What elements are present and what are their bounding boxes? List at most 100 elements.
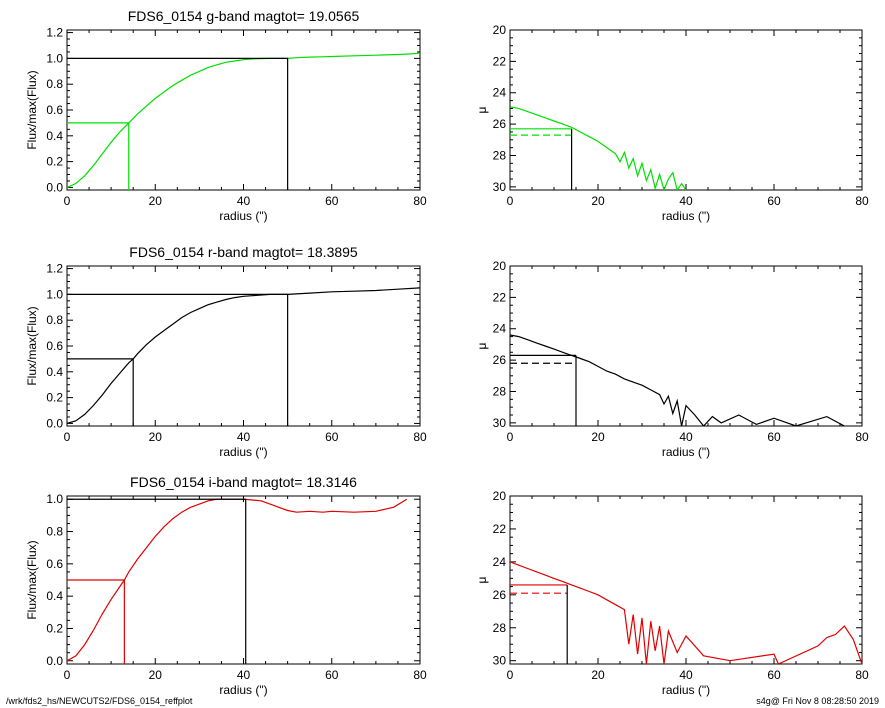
y-tick-label: 26 (493, 353, 507, 367)
total-flux-marker (67, 498, 247, 664)
y-tick-label: 28 (493, 621, 507, 635)
x-tick-label: 0 (64, 430, 71, 444)
x-tick-label: 40 (679, 668, 693, 682)
y-tick-label: 22 (493, 522, 507, 536)
total-flux-marker (67, 57, 289, 190)
y-tick-label: 30 (493, 654, 507, 668)
y-tick-label: 0.0 (46, 416, 63, 430)
y-tick-label: 26 (493, 117, 507, 131)
panel-i-surface-brightness: 0 20 40 60 80 20 22 24 26 28 30 radius (") μ (475, 489, 869, 697)
series-line (510, 334, 845, 426)
plot-frame (66, 29, 421, 191)
y-tick-label: 0.4 (46, 589, 63, 603)
chart-title: FDS6_0154 i-band magtot= 18.3146 (130, 474, 357, 490)
plot-frame (509, 265, 863, 427)
x-tick-label: 20 (591, 430, 605, 444)
y-tick-label: 22 (493, 54, 507, 68)
half-light-marker (67, 358, 134, 426)
y-tick-label: 0.2 (46, 621, 63, 635)
plot-frame (509, 495, 863, 665)
footer-right: s4g@ Fri Nov 8 08:28:50 2019 (756, 696, 879, 706)
series-line (510, 561, 862, 664)
x-tick-label: 60 (325, 194, 339, 208)
y-tick-label: 26 (493, 588, 507, 602)
y-tick-label: 22 (493, 290, 507, 304)
series-line (67, 498, 408, 662)
total-flux-marker (67, 293, 289, 426)
y-tick-label: 0.2 (46, 155, 63, 169)
y-tick-label: 0.0 (46, 654, 63, 668)
chart-title: FDS6_0154 r-band magtot= 18.3895 (129, 244, 358, 260)
y-axis-label: Flux/max(Flux) (25, 70, 39, 149)
y-tick-label: 30 (493, 180, 507, 194)
x-tick-label: 40 (237, 194, 251, 208)
y-tick-label: 0.4 (46, 365, 63, 379)
footer-left: /wrk/fds2_hs/NEWCUTS2/FDS6_0154_reffplot (6, 696, 193, 706)
x-tick-label: 0 (507, 430, 514, 444)
y-tick-label: 1.0 (46, 51, 63, 65)
y-axis-label: μ (475, 576, 489, 583)
panel-r-growth-curve: 0 20 40 60 80 0.0 0.2 0.4 0.6 0.8 1.0 1.2 radius (")… (25, 244, 427, 459)
y-axis-label: μ (475, 106, 489, 113)
y-tick-label: 28 (493, 384, 507, 398)
y-tick-label: 0.6 (46, 557, 63, 571)
y-tick-label: 20 (493, 489, 507, 503)
x-tick-label: 0 (64, 194, 71, 208)
x-tick-label: 40 (237, 668, 251, 682)
x-tick-label: 60 (325, 668, 339, 682)
x-axis-label: radius (") (662, 209, 710, 223)
y-tick-label: 24 (493, 86, 507, 100)
x-tick-label: 80 (413, 194, 427, 208)
x-tick-label: 0 (64, 668, 71, 682)
x-tick-label: 60 (767, 194, 781, 208)
x-tick-label: 0 (507, 194, 514, 208)
y-tick-label: 0.0 (46, 180, 63, 194)
y-tick-label: 0.6 (46, 103, 63, 117)
panel-r-surface-brightness: 0 20 40 60 80 20 22 24 26 28 30 radius (") μ (475, 259, 869, 459)
x-axis-label: radius (") (219, 445, 267, 459)
y-tick-label: 0.2 (46, 391, 63, 405)
x-axis-label: radius (") (219, 209, 267, 223)
x-tick-label: 20 (149, 430, 163, 444)
series-line (510, 106, 687, 190)
x-tick-label: 80 (855, 194, 869, 208)
x-axis-label: radius (") (219, 683, 267, 697)
plot-frame (509, 29, 863, 191)
chart-title: FDS6_0154 g-band magtot= 19.0565 (128, 8, 360, 24)
y-axis-label: μ (475, 342, 489, 349)
y-tick-label: 28 (493, 148, 507, 162)
y-tick-label: 1.0 (46, 287, 63, 301)
y-tick-label: 20 (493, 259, 507, 273)
x-tick-label: 80 (855, 430, 869, 444)
x-tick-label: 40 (679, 194, 693, 208)
y-tick-label: 0.8 (46, 525, 63, 539)
y-axis-label: Flux/max(Flux) (25, 306, 39, 385)
x-tick-label: 20 (591, 194, 605, 208)
x-tick-label: 40 (679, 430, 693, 444)
y-tick-label: 0.6 (46, 339, 63, 353)
x-tick-label: 60 (767, 430, 781, 444)
series-line (67, 287, 420, 424)
x-tick-label: 20 (149, 668, 163, 682)
y-tick-label: 0.4 (46, 129, 63, 143)
x-tick-label: 80 (413, 430, 427, 444)
y-tick-label: 24 (493, 555, 507, 569)
x-tick-label: 60 (767, 668, 781, 682)
series-line (67, 52, 420, 188)
panel-i-growth-curve: 0 20 40 60 80 0.0 0.2 0.4 0.6 0.8 1.0 radius (") Flu… (25, 474, 427, 697)
x-tick-label: 20 (591, 668, 605, 682)
x-tick-label: 0 (507, 668, 514, 682)
y-tick-label: 20 (493, 23, 507, 37)
panel-g-surface-brightness: 0 20 40 60 80 20 22 24 26 28 30 radius (") μ (475, 23, 869, 223)
x-tick-label: 20 (149, 194, 163, 208)
y-axis-label: Flux/max(Flux) (25, 540, 39, 619)
plot-frame (66, 265, 421, 427)
half-light-marker (67, 579, 125, 664)
x-tick-label: 80 (855, 668, 869, 682)
half-light-marker (67, 122, 130, 190)
y-tick-label: 24 (493, 322, 507, 336)
x-axis-label: radius (") (662, 445, 710, 459)
x-axis-label: radius (") (662, 683, 710, 697)
x-tick-label: 80 (413, 668, 427, 682)
